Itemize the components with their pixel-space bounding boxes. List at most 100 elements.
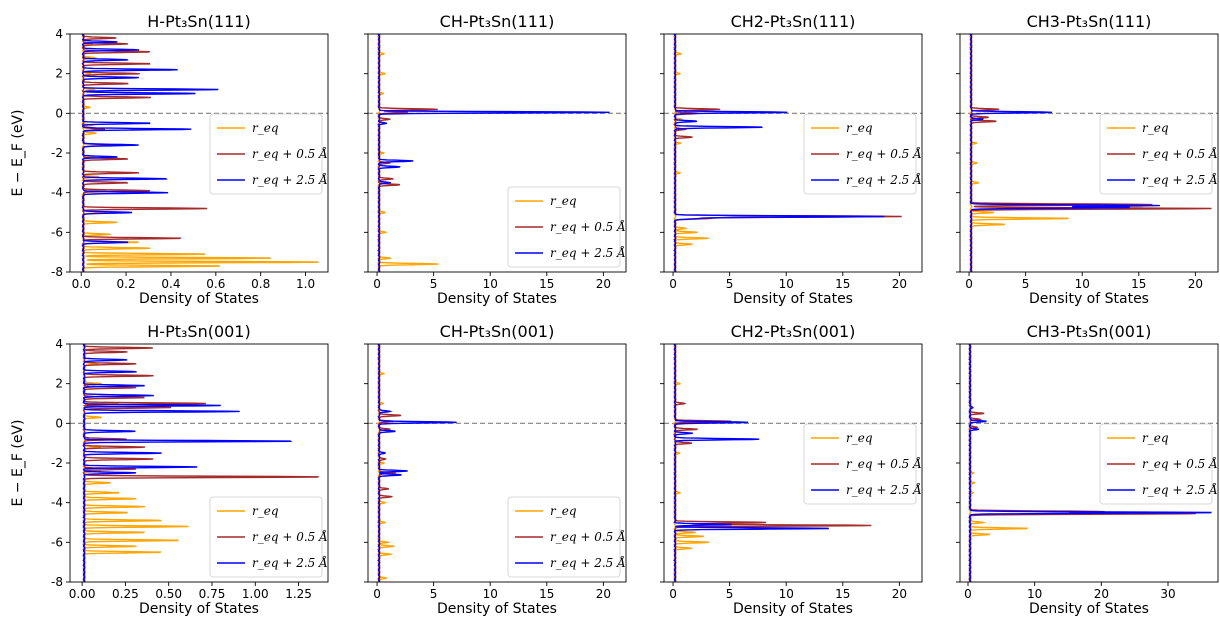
x-axis-label: Density of States [1029, 601, 1149, 617]
legend-label-1: r_eq [846, 431, 873, 445]
legend-label-2: r_eq + 0.5 Å [550, 219, 626, 234]
x-axis-label: Density of States [1029, 291, 1149, 307]
legend-label-2: r_eq + 0.5 Å [1142, 146, 1218, 161]
series-line-3 [968, 344, 1212, 582]
y-tick-label: -8 [51, 265, 63, 279]
x-tick-label: 5 [1022, 277, 1030, 291]
x-tick-label: 0 [965, 277, 973, 291]
x-tick-label: 0.8 [251, 277, 270, 291]
legend: r_eq r_eq + 0.5 Å r_eq + 2.5 Å [209, 496, 328, 578]
legend-label-3: r_eq + 2.5 Å [846, 482, 922, 497]
x-axis-label: Density of States [733, 291, 853, 307]
legend: r_eq r_eq + 0.5 Å r_eq + 2.5 Å [1099, 113, 1218, 195]
legend-frame [803, 423, 917, 505]
legend-frame [803, 113, 917, 195]
subplot-8: CH3-Pt₃Sn(001) 0 10 20 30 Density of States r_… [956, 322, 1219, 617]
series-line-3 [673, 34, 885, 272]
plot-area [960, 344, 1218, 582]
x-tick-label: 10 [779, 587, 794, 601]
series-line-1 [82, 344, 189, 582]
legend-label-3: r_eq + 2.5 Å [252, 555, 328, 570]
x-tick-label: 20 [1188, 277, 1203, 291]
y-tick-label: 4 [55, 337, 63, 351]
subplot-title: CH2-Pt₃Sn(111) [731, 12, 856, 31]
series-line-3 [81, 34, 219, 272]
x-tick-label: 15 [835, 277, 850, 291]
legend-label-3: r_eq + 2.5 Å [550, 555, 626, 570]
y-tick-label: -2 [51, 146, 63, 160]
x-tick-label: 30 [1160, 587, 1175, 601]
subplot-title: H-Pt₃Sn(001) [147, 322, 250, 341]
legend-frame [209, 496, 323, 578]
subplot-5: H-Pt₃Sn(001) 0.00 0.25 0.50 0.75 1.00 1.25 -8 -6… [10, 322, 329, 617]
legend-frame [507, 186, 621, 268]
x-tick-label: 0 [373, 587, 381, 601]
plot-area [368, 34, 626, 272]
x-tick-label: 15 [539, 277, 554, 291]
legend: r_eq r_eq + 0.5 Å r_eq + 2.5 Å [507, 186, 626, 268]
series-line-1 [673, 34, 710, 272]
x-tick-label: 0 [964, 587, 972, 601]
y-tick-label: -4 [51, 186, 63, 200]
subplot-3: CH2-Pt₃Sn(111) 0 5 10 15 20 Density of States r… [660, 12, 923, 307]
legend-label-2: r_eq + 0.5 Å [846, 456, 922, 471]
x-tick-label: 5 [726, 277, 734, 291]
x-tick-label: 0 [373, 277, 381, 291]
y-tick-label: 0 [55, 416, 63, 430]
x-tick-label: 1.25 [285, 587, 312, 601]
x-tick-label: 0.0 [72, 277, 91, 291]
subplot-title: CH-Pt₃Sn(111) [440, 12, 555, 31]
legend-label-1: r_eq [1142, 121, 1169, 135]
legend-label-3: r_eq + 2.5 Å [846, 172, 922, 187]
plot-area [368, 344, 626, 582]
series-line-3 [969, 34, 1160, 272]
x-axis-label: Density of States [139, 291, 259, 307]
x-axis-label: Density of States [139, 601, 259, 617]
x-tick-label: 10 [483, 277, 498, 291]
x-tick-label: 0.00 [69, 587, 96, 601]
x-tick-label: 0.25 [112, 587, 139, 601]
x-axis-label: Density of States [733, 601, 853, 617]
legend-label-1: r_eq [1142, 431, 1169, 445]
x-axis-label: Density of States [437, 601, 557, 617]
x-tick-label: 0.4 [161, 277, 180, 291]
series-line-1 [969, 34, 1070, 272]
x-tick-label: 20 [892, 277, 907, 291]
plot-area [664, 34, 922, 272]
legend-label-2: r_eq + 0.5 Å [1142, 456, 1218, 471]
x-tick-label: 0.50 [155, 587, 182, 601]
legend-label-3: r_eq + 2.5 Å [252, 172, 328, 187]
series-line-1 [968, 344, 1029, 582]
series-line-1 [377, 344, 395, 582]
legend: r_eq r_eq + 0.5 Å r_eq + 2.5 Å [1099, 423, 1218, 505]
series-line-3 [377, 34, 610, 272]
legend-label-1: r_eq [550, 194, 577, 208]
y-tick-label: -6 [51, 225, 63, 239]
plot-area [70, 344, 328, 582]
legend-label-1: r_eq [846, 121, 873, 135]
subplot-title: H-Pt₃Sn(111) [147, 12, 250, 31]
subplot-title: CH3-Pt₃Sn(001) [1027, 322, 1152, 341]
x-tick-label: 5 [726, 587, 734, 601]
x-tick-label: 10 [483, 587, 498, 601]
x-tick-label: 20 [1094, 587, 1109, 601]
y-axis-label: E − E_F (eV) [10, 110, 26, 197]
legend-label-3: r_eq + 2.5 Å [550, 245, 626, 260]
series-line-1 [377, 34, 439, 272]
legend: r_eq r_eq + 0.5 Å r_eq + 2.5 Å [209, 113, 328, 195]
x-axis-label: Density of States [437, 291, 557, 307]
y-tick-label: 0 [55, 106, 63, 120]
subplot-title: CH2-Pt₃Sn(001) [731, 322, 856, 341]
x-tick-label: 0 [669, 587, 677, 601]
series-line-3 [377, 344, 457, 582]
subplot-title: CH3-Pt₃Sn(111) [1027, 12, 1152, 31]
x-tick-label: 20 [596, 587, 611, 601]
series-line-1 [673, 344, 710, 582]
legend-frame [209, 113, 323, 195]
x-tick-label: 5 [430, 587, 438, 601]
subplot-7: CH2-Pt₃Sn(001) 0 5 10 15 20 Density of States r… [660, 322, 923, 617]
subplot-1: H-Pt₃Sn(111) 0.0 0.2 0.4 0.6 0.8 1.0 -8 -6 -4 -2 0 2… [10, 12, 329, 307]
y-tick-label: 2 [55, 67, 63, 81]
y-tick-label: -8 [51, 575, 63, 589]
